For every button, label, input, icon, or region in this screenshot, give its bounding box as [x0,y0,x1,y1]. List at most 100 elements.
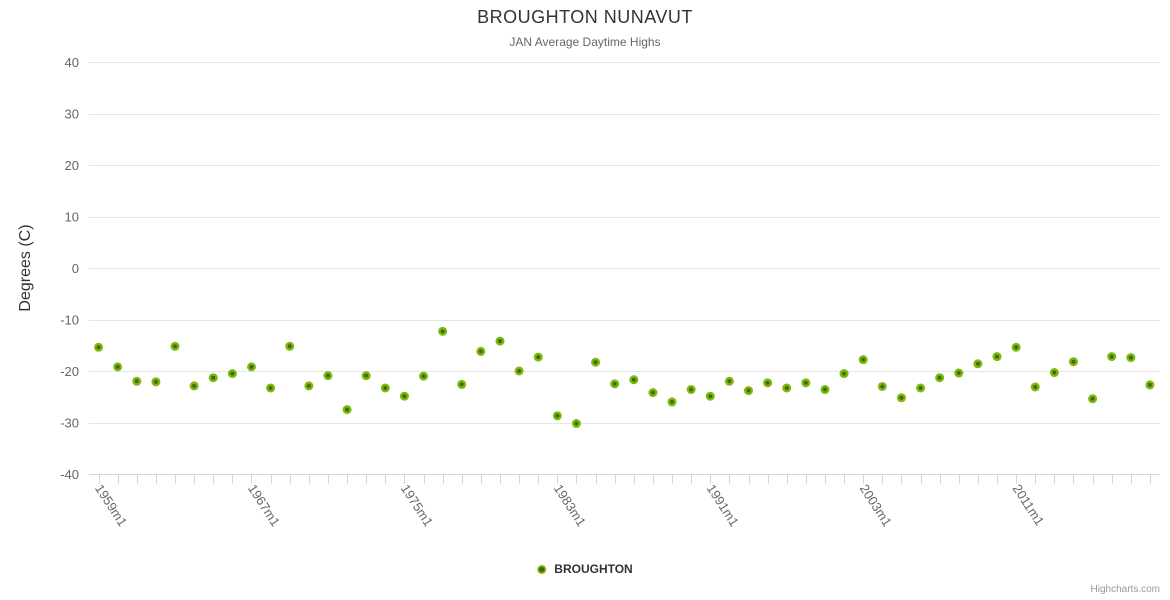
data-point-core [134,379,139,384]
y-axis-tick-label: -30 [60,416,79,431]
data-point-core [1052,370,1057,375]
legend-item-broughton[interactable]: BROUGHTON [537,562,633,576]
highcharts-credit-link[interactable]: Highcharts.com [1090,584,1160,595]
data-point[interactable] [744,386,754,396]
data-point[interactable] [667,397,677,407]
data-point[interactable] [189,381,199,391]
x-axis-tick-label: 1991m1 [704,481,742,529]
data-point[interactable] [839,369,849,379]
data-point-core [1014,345,1019,350]
data-point-core [192,383,197,388]
data-point-core [345,407,350,412]
data-point[interactable] [763,378,773,388]
data-point[interactable] [457,379,467,389]
data-point[interactable] [419,371,429,381]
data-point[interactable] [208,373,218,383]
x-axis-tick-label: 2011m1 [1010,481,1048,528]
x-axis-tick-label: 1983m1 [551,481,589,529]
data-point[interactable] [992,352,1002,362]
data-point[interactable] [705,391,715,401]
legend-label: BROUGHTON [554,562,633,576]
y-axis-tick-label: -10 [60,313,79,328]
data-point-core [803,380,808,385]
data-point[interactable] [533,352,543,362]
data-point[interactable] [227,369,237,379]
data-point-core [1033,384,1038,389]
data-point-core [115,364,120,369]
y-axis-title: Degrees (C) [17,224,34,312]
data-point[interactable] [246,362,256,372]
data-point-core [364,373,369,378]
data-point[interactable] [954,368,964,378]
data-point[interactable] [323,371,333,381]
data-point[interactable] [495,336,505,346]
data-point-core [975,361,980,366]
data-point-core [784,385,789,390]
x-axis-tick-label: 1967m1 [245,481,283,529]
data-point[interactable] [973,359,983,369]
data-point[interactable] [571,419,581,429]
data-point[interactable] [399,391,409,401]
data-point[interactable] [724,376,734,386]
data-point-core [918,385,923,390]
data-point[interactable] [820,385,830,395]
data-point-core [1090,396,1095,401]
data-point[interactable] [877,381,887,391]
data-point[interactable] [342,405,352,415]
data-point[interactable] [916,383,926,393]
data-point-core [440,329,445,334]
y-axis-tick-label: 20 [65,158,79,173]
data-point[interactable] [132,376,142,386]
data-point[interactable] [1049,368,1059,378]
data-point[interactable] [858,355,868,365]
data-point[interactable] [801,378,811,388]
data-point[interactable] [380,383,390,393]
data-point[interactable] [170,341,180,351]
data-point[interactable] [151,377,161,387]
y-axis-tick-label: -40 [60,467,79,482]
y-axis-tick-label: -20 [60,364,79,379]
data-point-core [478,349,483,354]
data-point[interactable] [686,385,696,395]
data-point[interactable] [1030,382,1040,392]
data-point[interactable] [1107,352,1117,362]
data-point-core [1147,382,1152,387]
data-point[interactable] [94,342,104,352]
data-point[interactable] [266,383,276,393]
data-point-core [631,377,636,382]
data-point[interactable] [1011,342,1021,352]
data-point[interactable] [476,346,486,356]
data-point-core [861,357,866,362]
data-point[interactable] [1126,353,1136,363]
data-point[interactable] [1068,357,1078,367]
x-axis-tick-label: 1975m1 [398,481,436,529]
data-point-core [383,385,388,390]
data-point[interactable] [629,375,639,385]
data-point[interactable] [935,373,945,383]
data-point-core [727,379,732,384]
data-point[interactable] [285,341,295,351]
data-point-core [153,379,158,384]
data-point[interactable] [896,393,906,403]
data-point[interactable] [514,366,524,376]
data-point[interactable] [304,381,314,391]
data-point[interactable] [438,326,448,336]
x-axis-tick-label: 2003m1 [857,481,895,529]
data-point[interactable] [648,388,658,398]
data-point[interactable] [1145,380,1155,390]
data-point[interactable] [591,357,601,367]
y-axis-tick-label: 30 [65,107,79,122]
data-point[interactable] [552,411,562,421]
data-point-core [459,382,464,387]
data-point-core [497,339,502,344]
data-point-core [421,374,426,379]
data-point[interactable] [361,371,371,381]
data-point[interactable] [610,379,620,389]
data-point-core [306,383,311,388]
data-point-core [517,369,522,373]
data-point[interactable] [782,383,792,393]
data-point[interactable] [1088,394,1098,404]
data-point[interactable] [113,362,123,372]
data-point-core [325,373,330,378]
